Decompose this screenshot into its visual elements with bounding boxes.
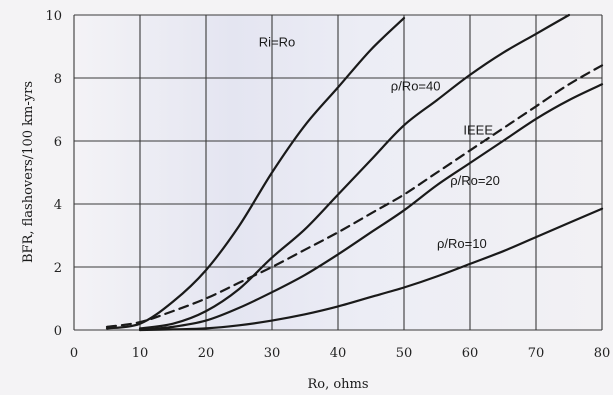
x-tick-label: 80	[594, 346, 611, 361]
x-tick-label: 40	[330, 346, 347, 361]
x-tick-label: 30	[264, 346, 281, 361]
y-tick-label: 8	[54, 72, 62, 87]
series-line-1	[138, 13, 571, 330]
tick-labels: 0 10 20 30 40 50 60 70 80 0 2 4 6 8 10	[45, 9, 610, 361]
y-tick-label: 10	[45, 9, 62, 24]
series-label-2: IEEE	[463, 123, 493, 138]
series-line-3	[138, 83, 604, 332]
series-layer	[105, 13, 604, 332]
x-tick-label: 60	[462, 346, 479, 361]
grid	[73, 14, 603, 331]
series-label-1: ρ/Ro=40	[391, 79, 441, 94]
x-tick-label: 70	[528, 346, 545, 361]
curve-labels: Ri=Ro ρ/Ro=40 IEEE ρ/Ro=20 ρ/Ro=10	[259, 35, 500, 252]
x-tick-label: 10	[132, 346, 149, 361]
x-axis-title: Ro, ohms	[307, 377, 368, 392]
series-line-0	[105, 17, 406, 330]
y-tick-label: 0	[54, 324, 62, 339]
x-tick-label: 20	[198, 346, 215, 361]
y-tick-label: 2	[54, 261, 62, 276]
y-axis-title: BFR, flashovers/100 km-yrs	[21, 81, 36, 263]
x-tick-label: 0	[70, 346, 78, 361]
series-label-0: Ri=Ro	[259, 35, 296, 50]
series-line-4	[138, 207, 604, 332]
series-label-3: ρ/Ro=20	[450, 173, 500, 188]
y-tick-label: 4	[54, 198, 62, 213]
x-tick-label: 50	[396, 346, 413, 361]
series-label-4: ρ/Ro=10	[437, 236, 487, 251]
series-line-2	[105, 64, 604, 328]
y-tick-label: 6	[54, 135, 62, 150]
